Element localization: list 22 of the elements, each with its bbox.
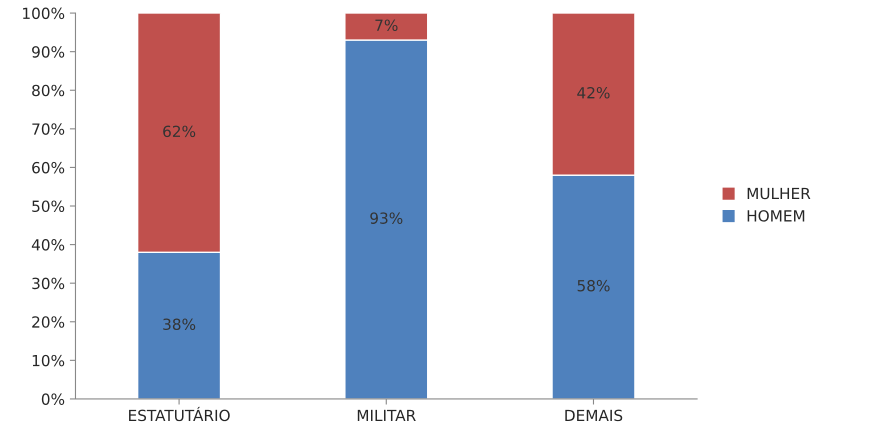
legend-label: HOMEM: [748, 210, 804, 222]
y-tick-label: 60%: [32, 162, 64, 174]
y-tick-label: 50%: [32, 200, 64, 212]
y-tick-label: 20%: [32, 316, 64, 328]
y-tick-label: 80%: [32, 84, 64, 96]
x-tick-label: DEMAIS: [565, 410, 622, 422]
data-label: 42%: [577, 86, 610, 99]
data-label: 62%: [163, 126, 196, 138]
data-label: 58%: [578, 280, 610, 292]
data-label: 7%: [375, 19, 398, 32]
y-tick-label: 90%: [32, 46, 64, 58]
y-tick-label: 70%: [32, 123, 64, 135]
x-tick-label: MILITAR: [358, 410, 416, 421]
data-label: 93%: [370, 212, 402, 224]
legend-label: MULHER: [748, 188, 810, 200]
y-tick-label: 30%: [32, 278, 64, 290]
x-tick-label: ESTATUTÁRIO: [129, 406, 230, 422]
y-tick-label: 10%: [32, 354, 64, 366]
y-tick-label: 100%: [23, 8, 64, 20]
y-tick-label: 40%: [32, 239, 64, 251]
data-label: 38%: [163, 318, 196, 330]
y-tick-label: 0%: [42, 393, 64, 405]
